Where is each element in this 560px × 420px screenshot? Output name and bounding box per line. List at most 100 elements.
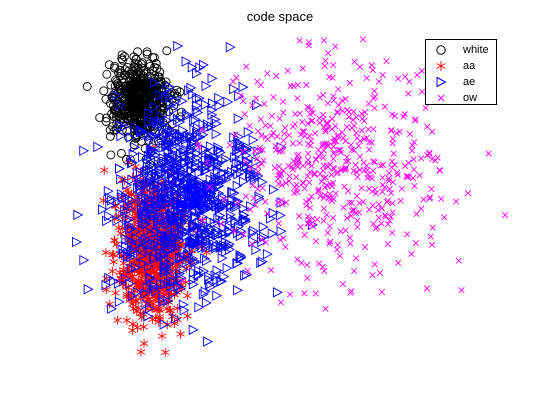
point-ow: [346, 199, 353, 206]
point-white: [148, 88, 158, 98]
point-ow: [330, 62, 337, 69]
point-ow: [389, 140, 396, 147]
point-ow: [389, 158, 396, 165]
point-ae: [257, 176, 268, 188]
point-ow: [369, 67, 376, 74]
point-ow: [315, 187, 322, 195]
point-ae: [143, 225, 154, 237]
point-ow: [321, 62, 328, 70]
point-ow: [333, 170, 340, 177]
point-ow: [353, 193, 361, 200]
point-aa: [157, 331, 167, 341]
point-white: [129, 120, 138, 130]
point-ae: [175, 235, 186, 247]
point-ae: [132, 167, 143, 179]
point-ow: [282, 243, 289, 251]
point-ae: [241, 150, 252, 161]
point-ae: [178, 169, 188, 181]
point-ow: [358, 185, 365, 192]
point-ae: [164, 91, 175, 103]
point-ow: [320, 154, 327, 161]
point-ae: [238, 203, 249, 214]
point-ow: [332, 138, 340, 145]
point-ae: [103, 185, 114, 197]
point-ow: [309, 117, 316, 124]
point-white: [177, 107, 186, 117]
point-ae: [164, 186, 175, 198]
point-white: [142, 47, 152, 57]
point-ow: [384, 240, 391, 248]
point-ae: [154, 159, 165, 170]
point-ae: [193, 270, 204, 281]
point-ae: [254, 191, 265, 202]
point-ae: [249, 225, 260, 237]
point-ae: [116, 174, 127, 185]
point-ae: [191, 195, 201, 206]
point-ae: [121, 234, 132, 245]
point-ow: [242, 193, 250, 200]
point-ae: [226, 199, 237, 211]
point-ow: [429, 224, 436, 231]
series-ae: [72, 40, 318, 347]
point-ae: [126, 245, 137, 257]
point-ae: [151, 171, 161, 183]
point-ow: [240, 231, 247, 238]
point-ae: [114, 163, 125, 174]
point-ae: [73, 209, 84, 221]
point-ow: [345, 108, 353, 116]
point-ow: [383, 58, 390, 65]
point-ow: [390, 150, 397, 157]
point-ow: [286, 173, 293, 180]
series-ow: [179, 36, 509, 312]
point-ow: [256, 147, 264, 154]
point-ow: [290, 82, 297, 90]
point-ow: [301, 185, 308, 192]
point-ow: [369, 272, 376, 279]
point-ow: [299, 118, 306, 126]
legend-item-ow: ow: [426, 90, 496, 106]
point-ae: [171, 222, 182, 233]
point-ae: [148, 161, 159, 173]
point-ae: [201, 297, 212, 309]
point-white: [113, 79, 122, 89]
point-ow: [405, 173, 412, 180]
point-ae: [171, 190, 182, 202]
point-ow: [368, 139, 375, 146]
point-ae: [155, 89, 166, 101]
point-ae: [240, 161, 251, 173]
point-ow: [406, 130, 414, 138]
point-ow: [403, 172, 410, 179]
point-ow: [395, 259, 402, 266]
point-ae: [166, 127, 177, 138]
point-ae: [209, 217, 220, 229]
point-ow: [247, 164, 254, 171]
point-ae: [149, 253, 160, 265]
point-ow: [303, 81, 310, 89]
point-ow: [339, 107, 346, 115]
point-ow: [324, 229, 331, 236]
point-ae: [240, 270, 251, 281]
point-ow: [226, 142, 234, 149]
point-white: [117, 54, 127, 64]
point-ow: [393, 129, 400, 137]
point-ow: [389, 111, 396, 118]
point-ae: [169, 144, 180, 156]
point-ow: [372, 190, 380, 197]
point-ow: [352, 161, 359, 168]
point-ae: [248, 169, 259, 181]
point-ow: [375, 78, 383, 85]
point-ow: [345, 113, 352, 120]
point-ae: [121, 192, 132, 203]
point-ow: [331, 137, 338, 145]
point-ae: [193, 107, 204, 118]
point-aa: [177, 283, 186, 293]
point-ow: [424, 152, 431, 159]
point-ae: [117, 192, 128, 203]
point-ow: [341, 183, 348, 190]
point-ae: [149, 77, 160, 89]
point-ae: [252, 99, 262, 111]
point-ae: [149, 184, 160, 195]
point-ow: [244, 267, 251, 274]
point-ow: [258, 132, 265, 139]
